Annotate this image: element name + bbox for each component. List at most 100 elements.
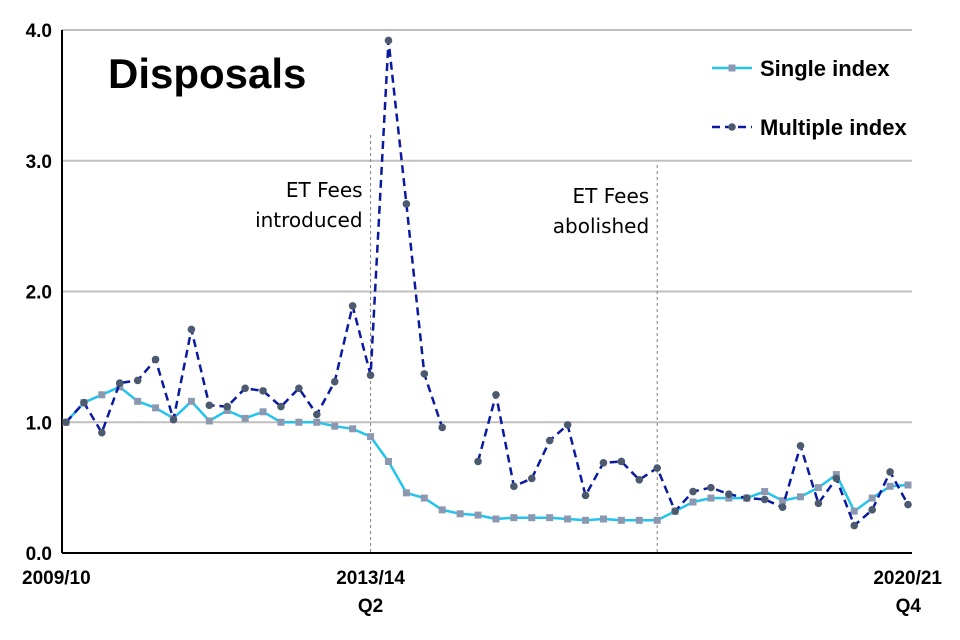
data-point: [98, 391, 106, 399]
annotation-text: ET Fees: [286, 178, 363, 202]
data-point: [778, 503, 787, 512]
data-point: [635, 516, 643, 524]
data-point: [510, 514, 518, 522]
data-point: [653, 464, 661, 472]
x-tick-label: 2013/14: [336, 568, 405, 589]
data-point: [725, 494, 733, 502]
data-point: [689, 498, 697, 506]
data-point: [832, 471, 840, 479]
data-point: [62, 418, 70, 427]
data-point: [832, 474, 841, 483]
data-point: [599, 515, 607, 523]
y-tick-label: 1.0: [26, 413, 52, 434]
data-point: [402, 489, 410, 497]
data-point: [259, 408, 267, 416]
series-line: [476, 393, 910, 527]
data-point: [277, 418, 285, 426]
data-point: [313, 418, 321, 426]
data-point: [868, 506, 876, 514]
data-point: [886, 468, 894, 476]
x-tick-label: 2009/10: [22, 568, 91, 589]
data-point: [259, 387, 267, 395]
annotation-labels: ET Fees introduced ET Fees abolished: [255, 178, 649, 238]
data-point: [151, 355, 160, 364]
data-point: [779, 497, 787, 505]
data-point: [545, 436, 554, 445]
data-point: [330, 377, 339, 386]
data-point: [760, 495, 769, 504]
data-point: [402, 200, 411, 208]
data-point: [384, 457, 392, 465]
data-point: [134, 397, 142, 405]
y-tick-label: 3.0: [26, 152, 52, 173]
data-point: [761, 488, 769, 496]
data-point: [617, 457, 626, 466]
data-point: [474, 457, 482, 466]
data-point: [277, 402, 285, 411]
data-point: [707, 483, 715, 492]
data-point: [384, 36, 393, 45]
data-point: [241, 384, 249, 393]
data-point: [582, 516, 590, 524]
data-point: [187, 325, 196, 334]
series-0: [62, 383, 912, 524]
data-point: [313, 410, 321, 419]
data-point: [241, 414, 249, 422]
data-point: [725, 490, 733, 498]
data-point: [295, 418, 303, 426]
data-point: [796, 441, 805, 450]
data-point: [814, 499, 823, 508]
tick-labels: 0.0 1.0 2.0 3.0 4.0 2009/10 2013/14 Q2 2020/21 Q4: [22, 21, 942, 617]
data-point: [474, 511, 482, 519]
data-point: [581, 491, 590, 500]
data-point: [904, 481, 912, 489]
data-point: [492, 390, 500, 399]
data-point: [420, 370, 429, 378]
data-point: [115, 379, 124, 387]
data-point: [689, 487, 697, 496]
data-point: [617, 516, 625, 524]
data-point: [223, 402, 232, 411]
y-tick-label: 0.0: [26, 544, 52, 565]
data-point: [850, 521, 859, 530]
data-point: [814, 484, 822, 492]
data-point: [564, 515, 572, 523]
data-point: [886, 482, 894, 490]
annotation-text: abolished: [553, 214, 649, 238]
axes: [61, 30, 912, 554]
legend: Single index Multiple index: [712, 56, 907, 140]
data-point: [295, 384, 303, 393]
data-point: [492, 515, 500, 523]
legend-label: Single index: [760, 56, 890, 81]
chart-title: Disposals: [108, 50, 306, 97]
data-point: [116, 383, 124, 391]
series-line: [65, 39, 444, 434]
x-tick-sublabel: Q4: [896, 596, 922, 617]
data-point: [653, 516, 661, 524]
data-point: [366, 371, 375, 379]
series-layer: [62, 36, 912, 530]
data-point: [420, 494, 428, 502]
data-point: [850, 507, 858, 515]
data-point: [742, 494, 751, 502]
data-point: [348, 302, 357, 310]
data-point: [599, 458, 608, 467]
data-point: [152, 404, 160, 412]
data-point: [563, 421, 572, 429]
data-point: [331, 422, 339, 430]
data-point: [223, 406, 231, 414]
data-point: [797, 493, 805, 501]
data-point: [205, 417, 213, 425]
data-point: [528, 514, 536, 522]
data-point: [868, 494, 876, 502]
data-point: [349, 425, 357, 433]
annotation-text: ET Fees: [573, 184, 650, 208]
legend-marker: [728, 64, 736, 72]
y-tick-label: 2.0: [26, 283, 52, 304]
data-point: [904, 500, 912, 509]
annotation-text: introduced: [255, 208, 362, 232]
data-point: [98, 428, 106, 437]
y-tick-label: 4.0: [26, 21, 52, 42]
gridlines: [62, 29, 912, 424]
